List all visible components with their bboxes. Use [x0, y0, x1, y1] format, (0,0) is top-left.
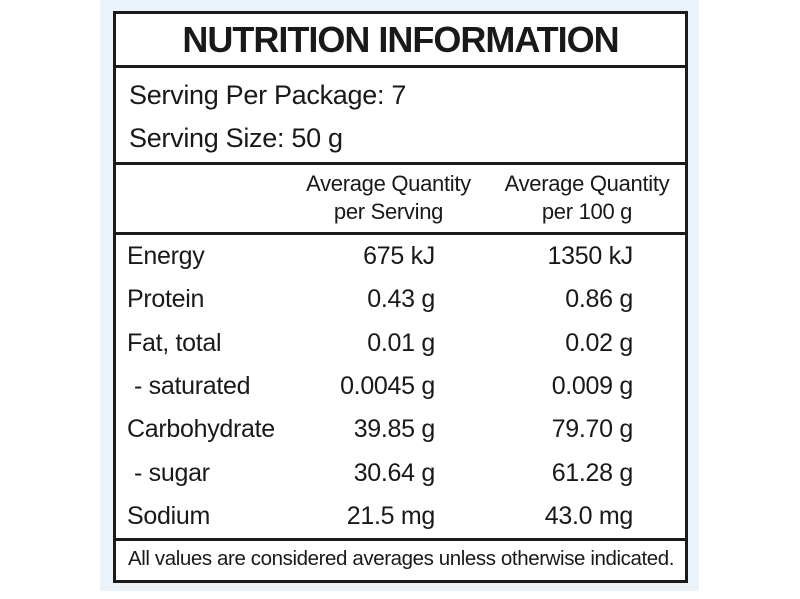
nutrient-column-spacer — [116, 170, 306, 232]
per-serving-header-line2: per Serving — [333, 199, 444, 224]
table-row-carbohydrate: Carbohydrate 39.85 g 79.70 g — [116, 408, 685, 451]
column-header-per-100g: Average Quantity per 100 g — [471, 170, 685, 232]
nutrient-name: Energy — [127, 242, 205, 271]
nutrient-name: - saturated — [134, 371, 251, 400]
serving-size: Serving Size: 50 g — [129, 123, 343, 153]
table-row-sodium: Sodium 21.5 mg 43.0 mg — [116, 495, 685, 538]
table-row-energy: Energy 675 kJ 1350 kJ — [116, 235, 685, 278]
per-100g-header-line1: Average Quantity — [504, 171, 670, 196]
value-per-100g: 0.009 g — [551, 371, 634, 400]
table-row-saturated: - saturated 0.0045 g 0.009 g — [116, 365, 685, 408]
nutrient-name: Carbohydrate — [127, 415, 275, 444]
value-per-serving: 675 kJ — [363, 242, 435, 271]
nutrient-name: - sugar — [134, 458, 210, 487]
serving-per-package: Serving Per Package: 7 — [129, 80, 407, 110]
value-per-100g: 0.02 g — [565, 328, 633, 357]
per-serving-header-line1: Average Quantity — [306, 171, 471, 196]
column-header-per-serving: Average Quantity per Serving — [306, 170, 471, 232]
column-headers: Average Quantity per Serving Average Qua… — [116, 165, 685, 235]
table-row-sugar: - sugar 30.64 g 61.28 g — [116, 451, 685, 494]
value-per-100g: 1350 kJ — [547, 242, 634, 271]
value-per-100g: 61.28 g — [551, 458, 634, 487]
value-per-100g: 43.0 mg — [544, 501, 634, 530]
value-per-serving: 0.43 g — [367, 285, 435, 314]
label-footnote: All values are considered averages unles… — [128, 547, 675, 570]
label-title: NUTRITION INFORMATION — [116, 14, 685, 68]
nutrient-name: Protein — [127, 285, 205, 314]
nutrient-table: Energy 675 kJ 1350 kJ Protein 0.43 g 0.8… — [116, 235, 685, 541]
nutrition-label: NUTRITION INFORMATION Serving Per Packag… — [113, 11, 688, 583]
table-row-fat-total: Fat, total 0.01 g 0.02 g — [116, 322, 685, 365]
value-per-100g: 0.86 g — [565, 285, 633, 314]
per-100g-header-line2: per 100 g — [541, 199, 633, 224]
nutrient-name: Sodium — [127, 501, 210, 530]
value-per-serving: 30.64 g — [353, 458, 436, 487]
value-per-serving: 0.0045 g — [340, 371, 435, 400]
value-per-serving: 21.5 mg — [346, 501, 436, 530]
nutrient-name: Fat, total — [127, 328, 222, 357]
serving-info: Serving Per Package: 7 Serving Size: 50 … — [116, 68, 685, 165]
value-per-serving: 0.01 g — [367, 328, 435, 357]
value-per-100g: 79.70 g — [551, 415, 634, 444]
table-row-protein: Protein 0.43 g 0.86 g — [116, 278, 685, 321]
value-per-serving: 39.85 g — [353, 415, 436, 444]
